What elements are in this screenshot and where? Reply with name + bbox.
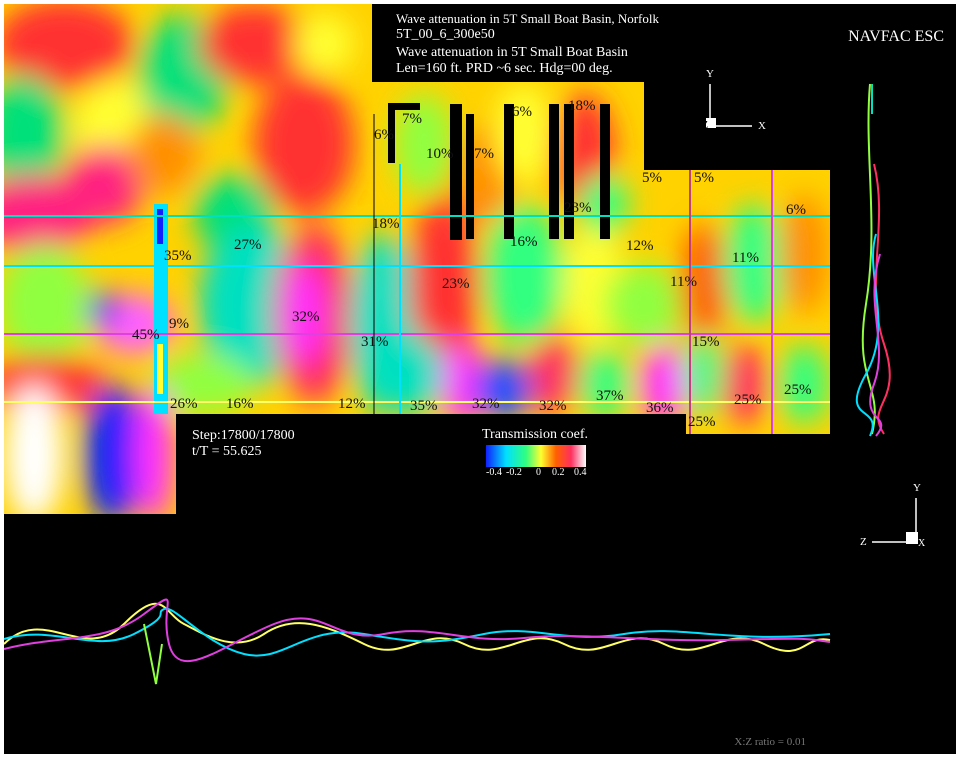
axis-x-label: X (918, 538, 926, 549)
percent-label: 10% (426, 146, 454, 162)
colorbar-tick: -0.2 (506, 467, 522, 478)
percent-label: 36% (646, 400, 674, 416)
percent-label: 6% (512, 104, 532, 120)
percent-label: 11% (732, 250, 759, 266)
percent-label: 5% (642, 170, 662, 186)
percent-label: 12% (338, 396, 366, 412)
axis-z-label: Z (702, 120, 709, 131)
percent-label: 26% (170, 396, 198, 412)
percent-label: 31% (361, 334, 389, 350)
header-line-3: Wave attenuation in 5T Small Boat Basin (396, 45, 628, 60)
percent-label: 27% (234, 237, 262, 253)
axis-y-label: Y (706, 68, 714, 80)
section-lines (4, 114, 830, 434)
percent-label: 23% (564, 200, 592, 216)
axis-x-label: X (758, 120, 766, 132)
axis-y-label: Y (913, 482, 921, 494)
percent-label: 7% (402, 111, 422, 127)
model-viewport[interactable]: 35% 27% 9% 45% 32% 26% 16% 12% 18% 31% 2… (4, 4, 956, 754)
percent-label: 18% (372, 216, 400, 232)
axis-triad-top[interactable]: Y X Z (702, 66, 772, 136)
percent-label: 12% (626, 238, 654, 254)
percent-label: 11% (670, 274, 697, 290)
percent-label: 6% (374, 127, 394, 143)
colorbar-tick: 0 (536, 467, 541, 478)
header-line-4: Len=160 ft. PRD ~6 sec. Hdg=00 deg. (396, 61, 613, 76)
colorbar-tick: 0.4 (574, 467, 587, 478)
colorbar-title: Transmission coef. (482, 427, 589, 442)
vertical-profile-traces[interactable] (855, 83, 891, 437)
wave-field-plot[interactable] (4, 4, 956, 754)
percent-label: 25% (734, 392, 762, 408)
percent-label: 32% (292, 309, 320, 325)
harbor-structures (388, 103, 610, 240)
colorbar-tick: 0.2 (552, 467, 565, 478)
colorbar-tick: -0.4 (486, 467, 502, 478)
percent-label: 6% (786, 202, 806, 218)
percent-label: 16% (510, 234, 538, 250)
percent-label: 32% (539, 398, 567, 414)
colorbar (486, 445, 586, 467)
percent-label: 35% (164, 248, 192, 264)
percent-label: 32% (472, 396, 500, 412)
percent-label: 25% (784, 382, 812, 398)
percent-label: 25% (688, 414, 716, 430)
percent-label: 5% (694, 170, 714, 186)
percent-label: 35% (410, 398, 438, 414)
percent-label: 18% (568, 98, 596, 114)
colorbar-ticks: -0.4 -0.2 0 0.2 0.4 (486, 467, 596, 483)
percent-label: 37% (596, 388, 624, 404)
step-counter: Step:17800/17800 (192, 428, 295, 443)
horizontal-profile-traces[interactable] (4, 598, 831, 685)
percent-label: 15% (692, 334, 720, 350)
percent-label: 16% (226, 396, 254, 412)
percent-label: 7% (474, 146, 494, 162)
percent-label: 23% (442, 276, 470, 292)
percent-label: 9% (169, 316, 189, 332)
aspect-ratio-note: X:Z ratio = 0.01 (734, 736, 806, 748)
axis-triad-bottom[interactable]: Y Z X (856, 480, 936, 550)
axis-z-label: Z (860, 536, 867, 548)
period-ratio: t/T = 55.625 (192, 444, 262, 459)
header-line-2: 5T_00_6_300e50 (396, 27, 495, 42)
header-line-1: Wave attenuation in 5T Small Boat Basin,… (396, 11, 660, 26)
percent-label: 45% (132, 327, 160, 343)
brand-label: NAVFAC ESC (848, 28, 944, 45)
